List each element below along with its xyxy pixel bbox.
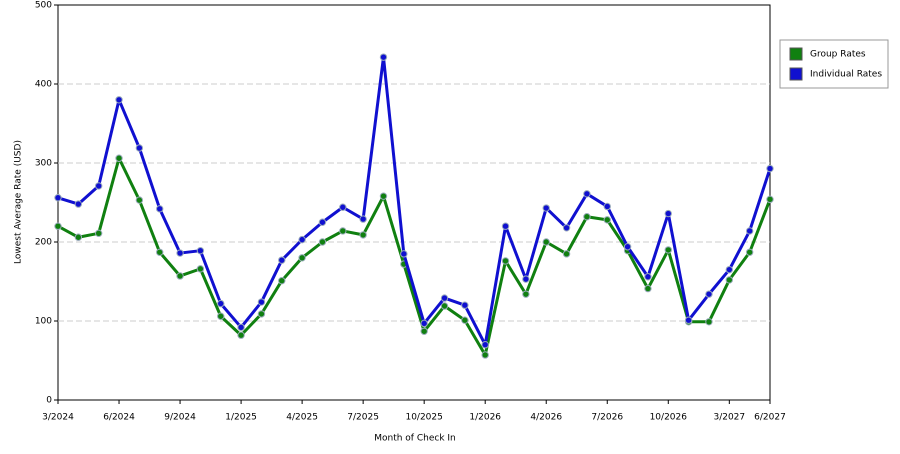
data-point <box>522 290 530 298</box>
x-tick-label: 4/2026 <box>530 413 562 423</box>
data-point <box>115 96 123 104</box>
data-point <box>196 265 205 273</box>
legend-label: Group Rates <box>810 50 866 60</box>
y-tick-label: 100 <box>35 317 52 327</box>
data-point <box>542 238 550 246</box>
data-point <box>359 215 367 223</box>
data-point <box>278 277 286 285</box>
legend <box>779 39 889 89</box>
x-tick-label: 10/2026 <box>650 413 688 423</box>
data-point <box>54 194 62 202</box>
data-point <box>501 257 510 265</box>
data-point <box>766 164 774 173</box>
data-point <box>745 248 754 256</box>
data-point <box>237 331 245 339</box>
data-point <box>664 246 672 254</box>
data-point <box>705 290 713 298</box>
data-point <box>156 248 164 256</box>
data-point <box>156 205 164 213</box>
data-point <box>684 316 693 324</box>
data-point <box>481 341 489 349</box>
data-point <box>74 233 83 241</box>
data-point <box>298 254 306 262</box>
data-point <box>481 351 489 359</box>
data-point <box>176 249 184 257</box>
y-tick-label: 200 <box>35 238 52 248</box>
data-point <box>359 231 367 239</box>
data-point <box>176 272 184 280</box>
x-tick-label: 10/2025 <box>405 413 442 423</box>
y-tick-label: 400 <box>35 80 52 90</box>
x-tick-label: 6/2027 <box>754 413 786 423</box>
data-point <box>644 273 652 281</box>
data-point <box>542 204 550 212</box>
data-point <box>420 327 428 335</box>
data-point <box>583 190 591 198</box>
data-point <box>318 238 327 246</box>
data-point <box>440 302 449 310</box>
data-point <box>461 316 469 324</box>
data-point <box>217 299 225 308</box>
data-point <box>400 250 408 258</box>
data-point <box>94 182 103 190</box>
legend-swatch <box>789 67 803 81</box>
data-point <box>644 284 652 293</box>
data-point <box>725 265 734 274</box>
data-point <box>583 213 591 221</box>
data-point <box>603 202 611 211</box>
data-point <box>766 195 774 204</box>
x-tick-label: 3/2024 <box>42 413 74 423</box>
data-point <box>440 294 449 302</box>
data-point <box>420 319 428 328</box>
series-line <box>57 55 772 347</box>
data-point <box>196 246 205 255</box>
data-point <box>135 196 144 204</box>
data-point <box>501 222 510 230</box>
x-tick-label: 1/2025 <box>225 413 257 423</box>
data-point <box>461 301 469 309</box>
data-point <box>54 222 62 230</box>
x-axis-label: Month of Check In <box>374 434 456 444</box>
x-tick-label: 1/2026 <box>469 413 501 423</box>
x-tick-label: 9/2024 <box>164 413 196 423</box>
y-axis-label: Lowest Average Rate (USD) <box>14 140 24 264</box>
y-tick-label: 500 <box>35 1 52 11</box>
data-point <box>745 227 754 235</box>
data-point <box>217 312 225 320</box>
data-point <box>379 53 388 61</box>
data-point <box>339 227 347 235</box>
data-point <box>379 192 388 200</box>
plot-area <box>57 4 771 401</box>
x-tick-label: 7/2025 <box>347 413 379 423</box>
data-point <box>705 318 713 326</box>
x-tick-label: 4/2025 <box>286 413 318 423</box>
series-line <box>57 156 772 357</box>
data-point <box>74 200 83 208</box>
data-point <box>237 323 245 332</box>
y-tick-label: 0 <box>46 396 52 406</box>
data-point <box>318 218 327 226</box>
data-point <box>339 203 347 211</box>
data-point <box>278 256 286 264</box>
data-point <box>725 276 734 284</box>
y-tick-label: 300 <box>35 159 52 169</box>
data-point <box>603 216 611 224</box>
data-point <box>562 224 571 232</box>
data-point <box>257 310 266 318</box>
data-point <box>298 235 306 244</box>
legend-label: Individual Rates <box>810 70 882 80</box>
legend-swatch <box>789 47 803 61</box>
data-point <box>664 209 672 218</box>
x-tick-label: 6/2024 <box>103 413 135 423</box>
data-point <box>623 243 632 251</box>
x-tick-label: 3/2027 <box>713 413 745 423</box>
data-point <box>522 275 530 283</box>
data-point <box>94 229 103 238</box>
data-point <box>115 154 123 162</box>
data-point <box>257 298 266 306</box>
data-point <box>562 250 571 258</box>
data-point <box>135 144 144 152</box>
x-tick-label: 7/2026 <box>591 413 623 423</box>
